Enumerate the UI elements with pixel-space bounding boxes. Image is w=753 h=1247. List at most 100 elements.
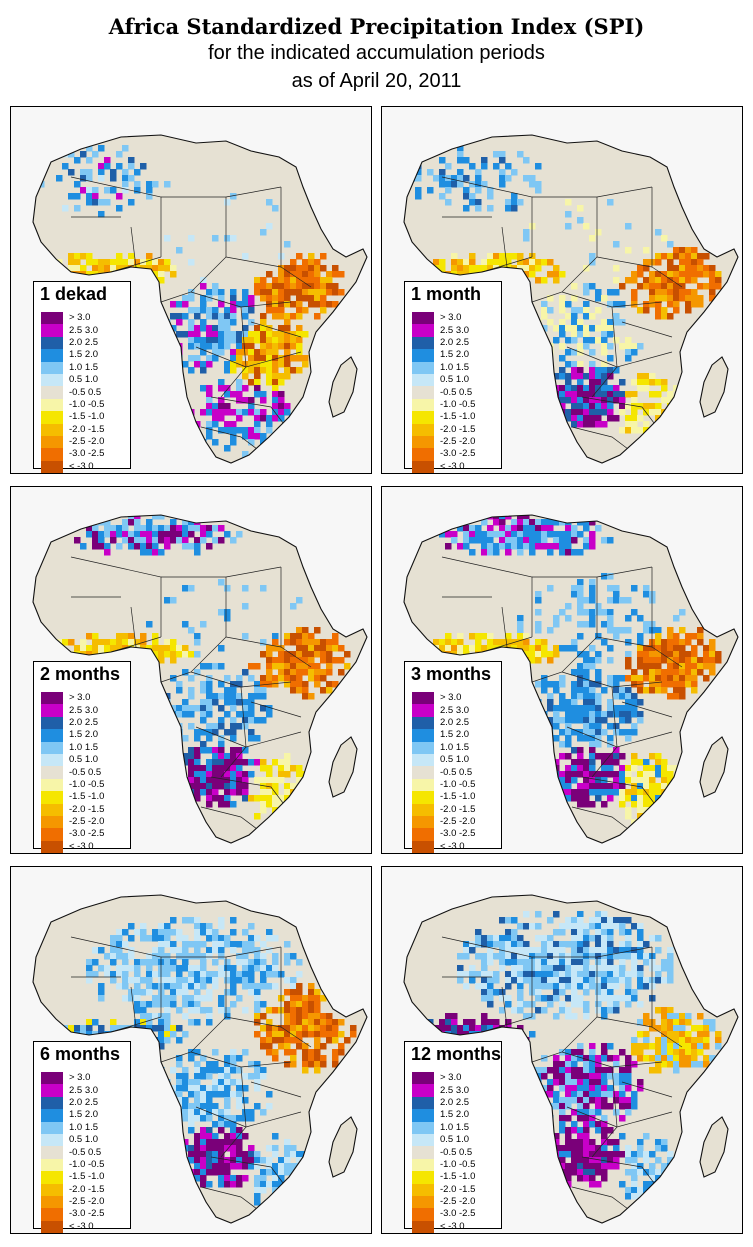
legend-label: 2.0 2.5 xyxy=(69,716,99,728)
legend-swatch xyxy=(41,1121,63,1134)
legend-entry: 1.0 1.5 xyxy=(41,361,104,374)
spi-map-panel: 1 month > 3.0 2.5 3.0 2.0 2.5 1.5 2.0 1.0 1.5… xyxy=(381,106,743,474)
legend-label: -3.0 -2.5 xyxy=(69,1208,105,1220)
legend-swatch xyxy=(412,741,434,754)
legend-swatch xyxy=(41,716,63,730)
legend-entry: -2.5 -2.0 xyxy=(41,815,105,829)
spi-legend: 12 months > 3.0 2.5 3.0 2.0 2.5 1.5 2.0 1.0 1… xyxy=(404,1041,502,1233)
legend-label: -1.5 -1.0 xyxy=(440,411,476,423)
legend-label: 2.5 3.0 xyxy=(440,1084,470,1096)
legend-label: > 3.0 xyxy=(440,1072,462,1084)
figure-title: Africa Standardized Precipitation Index … xyxy=(108,14,645,39)
legend-label: 0.5 1.0 xyxy=(69,1134,99,1146)
legend-swatch xyxy=(412,1183,434,1196)
legend-label: -2.0 -1.5 xyxy=(69,1183,105,1195)
legend-swatch xyxy=(412,398,434,412)
legend-entry: -1.5 -1.0 xyxy=(412,791,475,804)
legend-label: -1.5 -1.0 xyxy=(69,1171,105,1183)
legend-entry: 2.5 3.0 xyxy=(41,324,104,337)
legend-swatch xyxy=(412,840,434,853)
legend-label: < -3.0 xyxy=(69,1220,94,1232)
legend-entry: > 3.0 xyxy=(41,692,104,705)
legend-label: -0.5 0.5 xyxy=(440,1146,473,1158)
legend-entry: 2.0 2.5 xyxy=(41,1096,104,1110)
legend-entry: -3.0 -2.5 xyxy=(412,828,475,841)
legend-entry: 0.5 1.0 xyxy=(41,373,104,387)
legend-entry: 1.0 1.5 xyxy=(412,1121,475,1134)
figure-subtitle-period: for the indicated accumulation periods xyxy=(208,42,545,64)
legend-entry: 0.5 1.0 xyxy=(412,1133,475,1147)
legend-entry: -1.5 -1.0 xyxy=(41,411,104,424)
legend-label: 1.5 2.0 xyxy=(440,729,470,741)
legend-swatch xyxy=(412,778,434,792)
legend-label: -2.5 -2.0 xyxy=(69,816,105,828)
legend-entry: 1.5 2.0 xyxy=(412,1109,475,1122)
legend-entry: 2.5 3.0 xyxy=(41,1084,104,1097)
legend-swatch xyxy=(41,803,63,816)
legend-swatch xyxy=(41,1220,63,1233)
legend-swatch xyxy=(412,766,434,779)
legend-swatch xyxy=(412,716,434,730)
legend-swatch xyxy=(41,1072,63,1085)
legend-label: 1.0 1.5 xyxy=(440,361,470,373)
legend-entry: -3.0 -2.5 xyxy=(41,448,104,461)
legend-label: -2.0 -1.5 xyxy=(440,1183,476,1195)
spi-legend: 1 dekad > 3.0 2.5 3.0 2.0 2.5 1.5 2.0 1.0 1.5… xyxy=(33,281,131,473)
legend-entry: 0.5 1.0 xyxy=(41,1133,104,1147)
legend-entry: 1.5 2.0 xyxy=(41,1109,104,1122)
legend-label: -1.0 -0.5 xyxy=(440,1158,476,1170)
legend-swatch xyxy=(41,1171,63,1184)
legend-label: < -3.0 xyxy=(440,460,465,472)
legend-entry: 1.5 2.0 xyxy=(412,729,475,742)
coastline xyxy=(32,894,368,1224)
legend-swatch xyxy=(412,435,434,449)
legend-swatch xyxy=(412,336,434,350)
legend-swatch xyxy=(412,460,434,473)
legend-label: 1.0 1.5 xyxy=(69,361,99,373)
legend-label: 0.5 1.0 xyxy=(69,754,99,766)
coastline xyxy=(328,1116,358,1178)
legend-swatch xyxy=(412,692,434,705)
legend-entry: 0.5 1.0 xyxy=(412,373,475,387)
legend-label: -1.0 -0.5 xyxy=(69,398,105,410)
legend-swatch xyxy=(412,448,434,461)
legend-swatch xyxy=(412,803,434,816)
legend-label: 2.5 3.0 xyxy=(440,704,470,716)
coastline xyxy=(403,514,739,844)
legend-entry: -1.0 -0.5 xyxy=(41,778,104,792)
legend-label: 2.0 2.5 xyxy=(440,716,470,728)
legend-entry: -2.0 -1.5 xyxy=(41,1183,105,1196)
legend-swatch xyxy=(41,324,63,337)
legend-entry: -1.0 -0.5 xyxy=(412,1158,476,1172)
legend-label: < -3.0 xyxy=(69,460,94,472)
coastline xyxy=(32,514,368,844)
legend-swatch xyxy=(41,1109,63,1122)
legend-swatch xyxy=(41,766,63,779)
legend-label: 2.5 3.0 xyxy=(440,324,470,336)
legend-entry: -0.5 0.5 xyxy=(41,386,104,399)
legend-label: 1.5 2.0 xyxy=(69,1109,99,1121)
legend-swatch xyxy=(412,349,434,362)
legend-label: -0.5 0.5 xyxy=(440,386,473,398)
spi-map-panel: 1 dekad > 3.0 2.5 3.0 2.0 2.5 1.5 2.0 1.0 1.5… xyxy=(10,106,372,474)
legend-swatch xyxy=(41,778,63,792)
legend-label: 1.0 1.5 xyxy=(440,741,470,753)
legend-swatch xyxy=(41,411,63,424)
legend-swatch xyxy=(41,1208,63,1221)
legend-swatch xyxy=(412,828,434,841)
legend-label: 2.0 2.5 xyxy=(69,1096,99,1108)
legend-entry: < -3.0 xyxy=(412,460,475,473)
legend-entry: -2.0 -1.5 xyxy=(41,803,104,816)
legend-label: -0.5 0.5 xyxy=(69,386,102,398)
legend-swatch xyxy=(412,1096,434,1110)
legend-swatch xyxy=(412,729,434,742)
panel-period-label: 1 dekad xyxy=(40,284,108,304)
legend-entry: -2.0 -1.5 xyxy=(412,1183,476,1196)
legend-label: -2.0 -1.5 xyxy=(69,423,105,435)
legend-label: 1.5 2.0 xyxy=(69,729,99,741)
legend-label: -2.5 -2.0 xyxy=(440,436,476,448)
spi-legend: 3 months > 3.0 2.5 3.0 2.0 2.5 1.5 2.0 1.0 1.… xyxy=(404,661,502,853)
legend-swatch xyxy=(41,1084,63,1097)
legend-entry: -2.0 -1.5 xyxy=(412,803,475,816)
legend-swatch xyxy=(412,815,434,829)
